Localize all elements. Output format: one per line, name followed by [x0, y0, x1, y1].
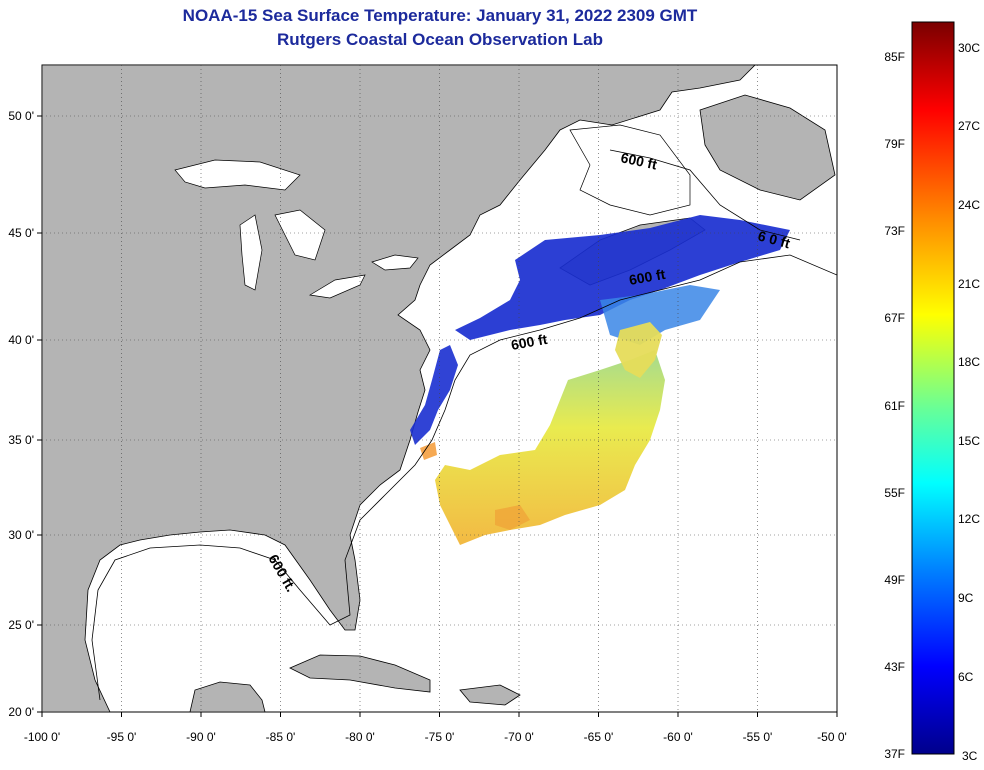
- y-tick-label: 40 0': [8, 333, 34, 347]
- colorbar-fahrenheit-labels: 85F 79F 73F 67F 61F 55F 49F 43F 37F: [884, 50, 905, 761]
- y-tick-label: 35 0': [8, 433, 34, 447]
- colorbar-c-label: 30C: [958, 41, 980, 55]
- colorbar-c-label: 12C: [958, 512, 980, 526]
- y-tick-label: 30 0': [8, 528, 34, 542]
- land-newfoundland: [699, 94, 836, 201]
- map-title: NOAA-15 Sea Surface Temperature: January…: [182, 6, 698, 25]
- gulf-st-lawrence: [569, 124, 691, 216]
- sst-warm-tongue: [615, 322, 662, 378]
- land-hispaniola: [459, 684, 521, 706]
- colorbar: [911, 21, 955, 755]
- axis-ticks: [37, 115, 838, 717]
- colorbar-c-label: 24C: [958, 198, 980, 212]
- land-yucatan: [189, 681, 266, 712]
- colorbar-f-label: 49F: [884, 573, 905, 587]
- colorbar-f-label: 43F: [884, 660, 905, 674]
- contour-label: 600 ft: [510, 331, 549, 353]
- colorbar-c-label: 15C: [958, 434, 980, 448]
- sst-cold-midatlantic: [410, 345, 458, 445]
- colorbar-c-label: 21C: [958, 277, 980, 291]
- x-tick-label: -50 0': [817, 730, 847, 744]
- y-tick-label: 50 0': [8, 109, 34, 123]
- colorbar-f-label: 85F: [884, 50, 905, 64]
- y-tick-label: 25 0': [8, 618, 34, 632]
- depth-contour-600ft-north: [609, 149, 801, 241]
- x-tick-label: -55 0': [743, 730, 773, 744]
- y-tick-label: 45 0': [8, 226, 34, 240]
- x-tick-label: -85 0': [266, 730, 296, 744]
- x-tick-label: -70 0': [504, 730, 534, 744]
- colorbar-c-label: 9C: [958, 591, 974, 605]
- lake-superior: [174, 159, 301, 191]
- colorbar-c-label: 27C: [958, 119, 980, 133]
- x-tick-label: -65 0': [584, 730, 614, 744]
- x-tick-label: -100 0': [24, 730, 60, 744]
- colorbar-c-label: 3C: [962, 749, 978, 763]
- colorbar-f-label: 73F: [884, 224, 905, 238]
- contour-label: 600 ft: [619, 149, 658, 172]
- lake-michigan: [239, 214, 263, 291]
- colorbar-c-label: 18C: [958, 355, 980, 369]
- sst-cold-coastal: [455, 215, 790, 340]
- x-axis-labels: -100 0' -95 0' -90 0' -85 0' -80 0' -75 …: [24, 730, 847, 744]
- depth-contour-600ft: [91, 254, 837, 701]
- contour-label: 600 ft: [628, 266, 667, 288]
- colorbar-celsius-labels: 30C 27C 24C 21C 18C 15C 12C 9C 6C 3C: [958, 41, 980, 763]
- sst-orange-patch: [495, 505, 530, 530]
- lake-huron: [274, 209, 326, 261]
- sst-gulf-stream: [435, 350, 665, 545]
- y-axis-labels: 20 0' 25 0' 30 0' 35 0' 40 0' 45 0' 50 0…: [8, 109, 34, 719]
- map-subtitle: Rutgers Coastal Ocean Observation Lab: [277, 30, 603, 49]
- colorbar-f-label: 67F: [884, 311, 905, 325]
- x-tick-label: -60 0': [663, 730, 693, 744]
- lake-erie: [308, 274, 366, 299]
- x-tick-label: -90 0': [186, 730, 216, 744]
- colorbar-f-label: 55F: [884, 486, 905, 500]
- lat-lon-grid: [42, 65, 837, 712]
- colorbar-f-label: 79F: [884, 137, 905, 151]
- lake-ontario: [371, 254, 419, 271]
- colorbar-f-label: 61F: [884, 399, 905, 413]
- y-tick-label: 20 0': [8, 705, 34, 719]
- x-tick-label: -95 0': [107, 730, 137, 744]
- x-tick-label: -75 0': [425, 730, 455, 744]
- colorbar-f-label: 37F: [884, 747, 905, 761]
- sst-nc-coast: [420, 442, 437, 460]
- x-tick-label: -80 0': [345, 730, 375, 744]
- colorbar-c-label: 6C: [958, 670, 974, 684]
